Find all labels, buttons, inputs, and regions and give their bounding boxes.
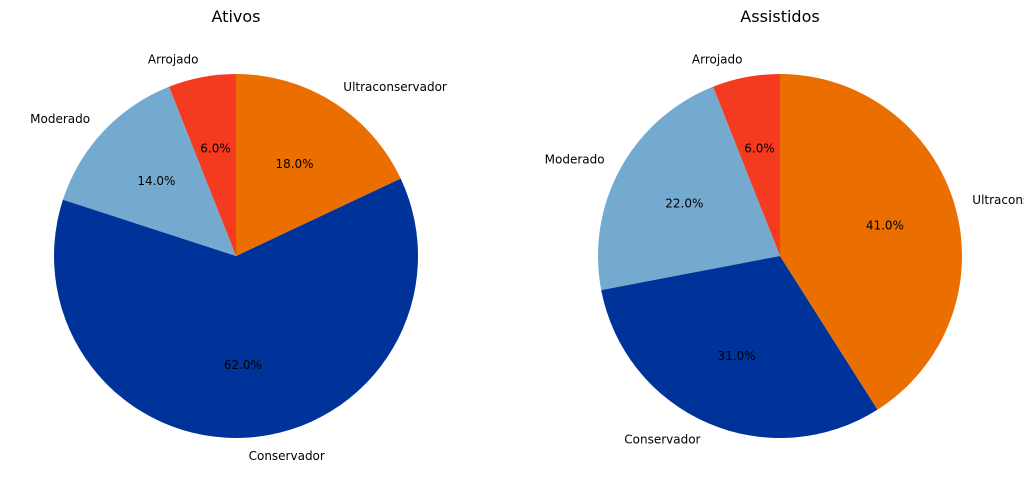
category-label-ativos-arrojado: Arrojado xyxy=(148,52,199,66)
category-label-assistidos-moderado: Moderado xyxy=(545,153,605,167)
category-label-assistidos-ultraconservador: Ultraconservador xyxy=(972,193,1024,207)
pct-label-assistidos-ultraconservador: 41.0% xyxy=(866,219,904,233)
pct-label-ativos-ultraconservador: 18.0% xyxy=(275,157,313,171)
pie-slice-assistidos-arrojado xyxy=(713,74,780,256)
pie-slice-ativos-ultraconservador xyxy=(236,74,401,256)
pie-slice-assistidos-moderado xyxy=(597,86,780,291)
pct-label-ativos-moderado: 14.0% xyxy=(137,174,175,188)
pie-slice-assistidos-conservador xyxy=(601,256,878,439)
category-label-ativos-conservador: Conservador xyxy=(249,449,325,463)
pct-label-assistidos-conservador: 31.0% xyxy=(718,349,756,363)
category-label-assistidos-conservador: Conservador xyxy=(624,433,700,447)
pie-slice-ativos-arrojado xyxy=(169,74,236,256)
pct-label-ativos-conservador: 62.0% xyxy=(224,358,262,372)
pct-label-ativos-arrojado: 6.0% xyxy=(200,142,231,156)
chart-title-ativos: Ativos xyxy=(212,7,261,26)
pie-slice-assistidos-ultraconservador xyxy=(780,74,963,410)
category-label-ativos-moderado: Moderado xyxy=(30,112,90,126)
category-label-assistidos-arrojado: Arrojado xyxy=(692,52,743,66)
pct-label-assistidos-arrojado: 6.0% xyxy=(744,142,775,156)
category-label-ativos-ultraconservador: Ultraconservador xyxy=(343,80,447,94)
pie-chart-ativos: 6.0% Arrojado 14.0% Moderado 62.0% Conservado… xyxy=(30,7,447,463)
chart-title-assistidos: Assistidos xyxy=(740,7,819,26)
pie-chart-assistidos: 6.0% Arrojado 22.0% Moderado 31.0% Conservado… xyxy=(545,7,1024,447)
pie-slice-ativos-conservador xyxy=(54,178,419,439)
pct-label-assistidos-moderado: 22.0% xyxy=(665,196,703,210)
pie-slice-ativos-moderado xyxy=(62,86,236,256)
